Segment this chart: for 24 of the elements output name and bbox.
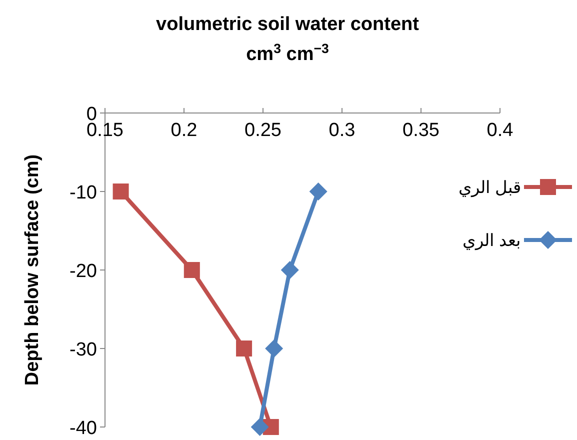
point: [309, 182, 328, 200]
y-tick-label: -10: [70, 182, 97, 204]
point: [280, 261, 299, 279]
chart-title: volumetric soil water content: [156, 14, 420, 35]
x-tick-label: 0.3: [328, 120, 356, 141]
point: [236, 340, 252, 356]
y-axis-title: Depth below surface (cm): [22, 154, 43, 386]
point: [250, 418, 269, 436]
legend: بعد الري: [462, 231, 572, 250]
x-axis-title: cm$^{3}$ cm$^{−3}$: [246, 40, 329, 65]
y-tick-label: -30: [70, 340, 97, 360]
y-tick-label: -20: [70, 261, 97, 282]
x-tick-label: 0.15: [86, 120, 124, 141]
x-tick-label: 0.2: [170, 120, 198, 141]
point: [184, 262, 200, 278]
x-tick-label: 0.35: [402, 120, 440, 141]
point: [112, 184, 129, 200]
y-tick-label: -40: [70, 418, 97, 439]
x-tick-label: 0.4: [486, 120, 514, 141]
legend-label: بعد الري: [462, 231, 521, 251]
point: [265, 340, 284, 358]
legend: قبل الري: [458, 178, 572, 197]
legend-label: قبل الري: [458, 178, 521, 198]
x-tick-label: 0.25: [244, 120, 282, 141]
